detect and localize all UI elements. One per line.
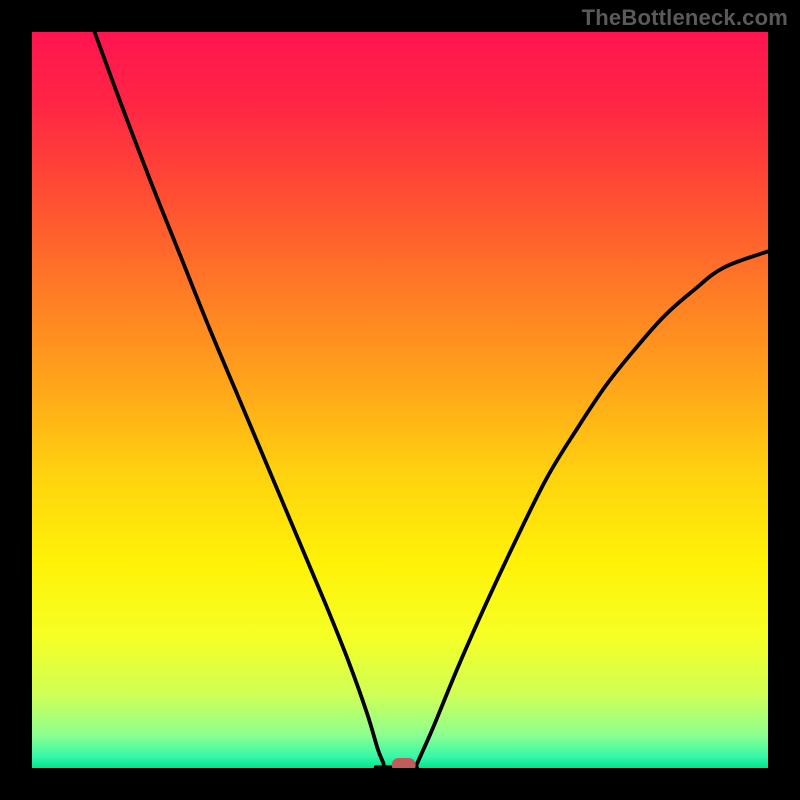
plot-background <box>32 32 768 768</box>
chart-frame: TheBottleneck.com <box>0 0 800 800</box>
optimum-marker <box>392 758 416 772</box>
chart-svg <box>0 0 800 800</box>
